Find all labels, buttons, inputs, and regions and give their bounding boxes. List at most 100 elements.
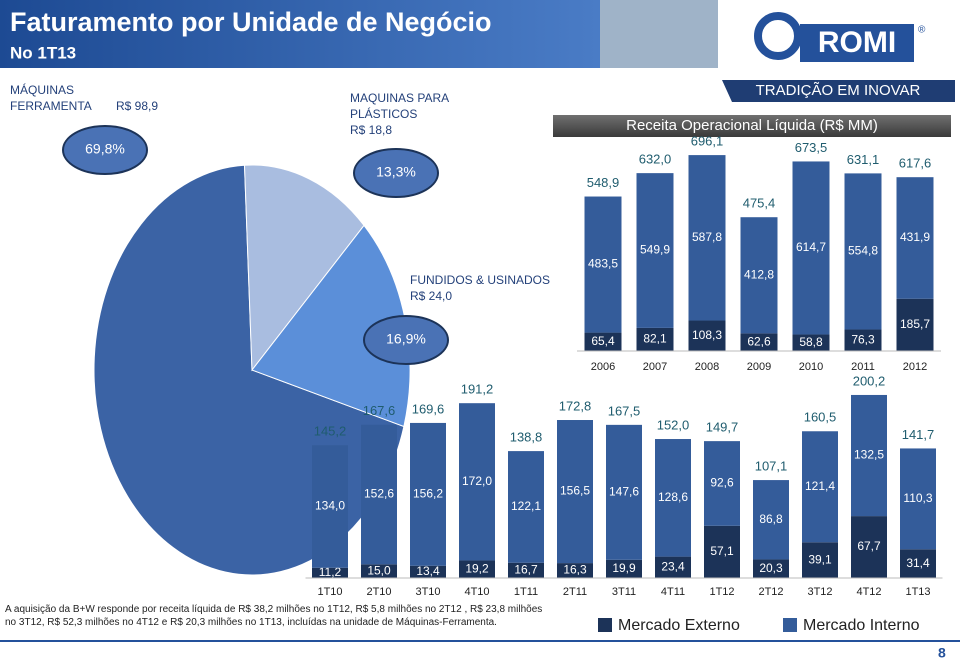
bar-segment xyxy=(459,403,495,561)
bar-segment xyxy=(802,542,838,578)
pie-detail: R$ 98,9 xyxy=(115,99,158,113)
bar-segment xyxy=(636,327,674,351)
total-label: 631,1 xyxy=(847,152,880,167)
segment-label: 19,9 xyxy=(612,561,636,575)
bar-segment xyxy=(606,424,642,560)
legend-swatch xyxy=(783,618,797,632)
total-label: 167,5 xyxy=(608,403,641,418)
bar-segment xyxy=(896,177,934,299)
total-label: 141,7 xyxy=(902,427,935,442)
total-label: 475,4 xyxy=(743,196,776,211)
x-tick-label: 3T12 xyxy=(807,586,832,598)
total-label: 152,0 xyxy=(657,417,690,432)
x-tick-label: 4T10 xyxy=(464,586,489,598)
bar-segment xyxy=(792,334,830,351)
segment-label: 614,7 xyxy=(796,240,826,254)
bar-segment xyxy=(557,420,593,564)
x-tick-label: 2007 xyxy=(643,361,667,373)
segment-label: 76,3 xyxy=(851,332,875,346)
segment-label: 156,5 xyxy=(560,484,590,498)
segment-label: 16,7 xyxy=(514,563,538,577)
total-label: 138,8 xyxy=(510,430,543,445)
segment-label: 82,1 xyxy=(643,332,667,346)
segment-label: 554,8 xyxy=(848,244,878,258)
bar-segment xyxy=(753,559,789,578)
bar-segment xyxy=(688,155,726,321)
segment-label: 86,8 xyxy=(759,512,783,526)
bar-segment xyxy=(688,320,726,351)
segment-label: 11,2 xyxy=(319,565,342,579)
segment-label: 132,5 xyxy=(854,448,884,462)
bar-segment xyxy=(508,451,544,563)
x-tick-label: 1T12 xyxy=(709,586,734,598)
logo-text: ROMI xyxy=(818,26,896,59)
x-tick-label: 4T12 xyxy=(856,586,881,598)
segment-label: 108,3 xyxy=(692,328,722,342)
x-tick-label: 1T11 xyxy=(514,586,538,598)
total-label: 169,6 xyxy=(412,401,445,416)
header-band xyxy=(0,0,600,68)
bar-segment xyxy=(312,567,348,578)
page-number: 8 xyxy=(938,645,946,661)
bar-segment xyxy=(740,333,778,351)
x-tick-label: 2010 xyxy=(799,361,823,373)
bar-segment xyxy=(802,431,838,543)
total-label: 145,2 xyxy=(314,424,347,439)
bar-segment xyxy=(557,563,593,578)
segment-label: 58,8 xyxy=(799,335,823,349)
segment-label: 152,6 xyxy=(364,487,394,501)
bar-segment xyxy=(312,445,348,568)
legend-label: Mercado Externo xyxy=(618,617,740,634)
segment-label: 156,2 xyxy=(413,487,443,501)
bar-segment xyxy=(636,173,674,328)
segment-label: 412,8 xyxy=(744,267,774,281)
percent-badge xyxy=(353,148,439,198)
segment-label: 15,0 xyxy=(367,563,391,577)
x-tick-label: 2012 xyxy=(903,361,927,373)
pie-slice xyxy=(243,164,365,372)
bar-segment xyxy=(508,562,544,578)
segment-label: 134,0 xyxy=(315,499,345,513)
segment-label: 121,4 xyxy=(805,479,835,493)
x-tick-label: 3T11 xyxy=(612,586,636,598)
pie-value-label: 16,9% xyxy=(386,331,426,347)
total-label: 200,2 xyxy=(853,373,886,388)
bar-segment xyxy=(410,565,446,578)
bar-segment xyxy=(606,559,642,578)
total-label: 172,8 xyxy=(559,398,592,413)
legend-swatch xyxy=(598,618,612,632)
segment-label: 431,9 xyxy=(900,230,930,244)
segment-label: 147,6 xyxy=(609,485,639,499)
segment-label: 57,1 xyxy=(710,544,734,558)
pie-value-label: 69,8% xyxy=(85,141,125,157)
total-label: 191,2 xyxy=(461,382,494,397)
pie-detail: R$ 18,8 xyxy=(350,123,393,137)
bar-segment xyxy=(704,525,740,578)
segment-label: 185,7 xyxy=(900,317,930,331)
bar-segment xyxy=(844,173,882,330)
bar-segment xyxy=(851,394,887,517)
x-tick-label: 2008 xyxy=(695,361,719,373)
x-tick-label: 2T11 xyxy=(563,586,587,598)
bar-segment xyxy=(844,329,882,351)
bar-segment xyxy=(896,298,934,351)
bar-segment xyxy=(851,516,887,578)
total-label: 548,9 xyxy=(587,175,620,190)
segment-label: 67,7 xyxy=(857,539,881,553)
total-label: 673,5 xyxy=(795,140,828,155)
x-tick-label: 3T10 xyxy=(415,586,440,598)
bar-segment xyxy=(459,560,495,578)
tagline-bar xyxy=(722,80,955,102)
bar-segment xyxy=(655,556,691,578)
chart-title-bar xyxy=(553,115,951,137)
legend-label: Mercado Interno xyxy=(803,617,920,634)
bar-segment xyxy=(584,332,622,351)
chart-title: Receita Operacional Líquida (R$ MM) xyxy=(626,117,878,134)
total-label: 632,0 xyxy=(639,152,672,167)
segment-label: 549,9 xyxy=(640,243,670,257)
bar-segment xyxy=(704,441,740,526)
total-label: 107,1 xyxy=(755,459,788,474)
x-tick-label: 2009 xyxy=(747,361,771,373)
